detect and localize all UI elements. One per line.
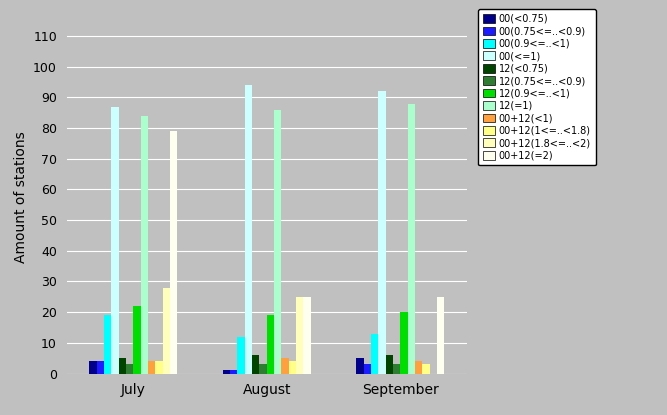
Bar: [378, 91, 386, 374]
Bar: [148, 361, 155, 374]
Bar: [281, 358, 289, 374]
Bar: [386, 355, 393, 374]
Bar: [408, 104, 415, 374]
Bar: [133, 306, 141, 374]
Bar: [245, 85, 252, 374]
Bar: [89, 361, 97, 374]
Bar: [274, 110, 281, 374]
Bar: [223, 371, 230, 374]
Bar: [393, 364, 400, 374]
Bar: [141, 116, 148, 374]
Bar: [400, 312, 408, 374]
Bar: [437, 297, 444, 374]
Y-axis label: Amount of stations: Amount of stations: [13, 131, 27, 263]
Bar: [259, 364, 267, 374]
Bar: [119, 358, 126, 374]
Bar: [296, 297, 303, 374]
Bar: [289, 361, 296, 374]
Bar: [371, 334, 378, 374]
Bar: [364, 364, 371, 374]
Bar: [111, 107, 119, 374]
Bar: [303, 297, 311, 374]
Bar: [97, 361, 104, 374]
Bar: [422, 364, 430, 374]
Bar: [267, 315, 274, 374]
Bar: [252, 355, 259, 374]
Bar: [163, 288, 170, 374]
Bar: [230, 371, 237, 374]
Bar: [104, 315, 111, 374]
Bar: [237, 337, 245, 374]
Bar: [170, 131, 177, 374]
Bar: [356, 358, 364, 374]
Bar: [155, 361, 163, 374]
Legend: 00(<0.75), 00(0.75<=..<0.9), 00(0.9<=..<1), 00(<=1), 12(<0.75), 12(0.75<=..<0.9): 00(<0.75), 00(0.75<=..<0.9), 00(0.9<=..<…: [478, 9, 596, 166]
Bar: [126, 364, 133, 374]
Bar: [415, 361, 422, 374]
